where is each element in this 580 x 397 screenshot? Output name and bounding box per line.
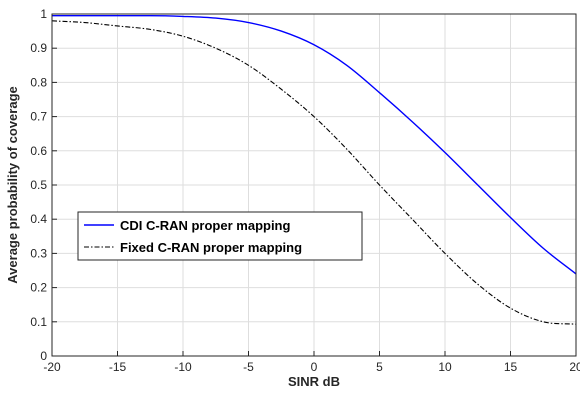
y-tick-label: 0.8 xyxy=(30,75,47,89)
x-tick-label: -20 xyxy=(43,360,61,374)
series-line-cdi xyxy=(52,15,577,275)
x-tick-label: -5 xyxy=(243,360,254,374)
x-tick-label: 20 xyxy=(569,360,580,374)
y-tick-label: 1 xyxy=(40,7,47,21)
y-tick-label: 0.9 xyxy=(30,41,47,55)
tick-labels: -20 -15 -10 -5 0 5 10 15 20 0 0.1 0.2 0.3 0.4 0.5 0.6 0.… xyxy=(30,7,580,374)
x-tick-label: 0 xyxy=(311,360,318,374)
y-tick-label: 0.1 xyxy=(30,315,47,329)
legend-label-cdi: CDI C-RAN proper mapping xyxy=(120,218,291,233)
x-tick-label: -15 xyxy=(109,360,127,374)
legend-box xyxy=(77,211,363,261)
x-tick-label: 10 xyxy=(438,360,452,374)
y-tick-label: 0.2 xyxy=(30,281,47,295)
y-tick-label: 0.5 xyxy=(30,178,47,192)
legend-label-fixed: Fixed C-RAN proper mapping xyxy=(120,240,302,255)
x-tick-label: 5 xyxy=(376,360,383,374)
x-tick-label: 15 xyxy=(504,360,518,374)
y-tick-label: 0.3 xyxy=(30,246,47,260)
y-tick-label: 0.7 xyxy=(30,110,47,124)
x-tick-label: -10 xyxy=(174,360,192,374)
y-tick-label: 0 xyxy=(40,349,47,363)
series-line-fixed xyxy=(51,20,577,325)
series-layer xyxy=(51,15,577,325)
x-axis-label: SINR dB xyxy=(288,374,340,389)
y-tick-label: 0.4 xyxy=(30,212,47,226)
y-axis-label: Average probability of coverage xyxy=(5,86,20,283)
legend: CDI C-RAN proper mapping Fixed C-RAN pro… xyxy=(77,211,363,261)
y-tick-label: 0.6 xyxy=(30,144,47,158)
